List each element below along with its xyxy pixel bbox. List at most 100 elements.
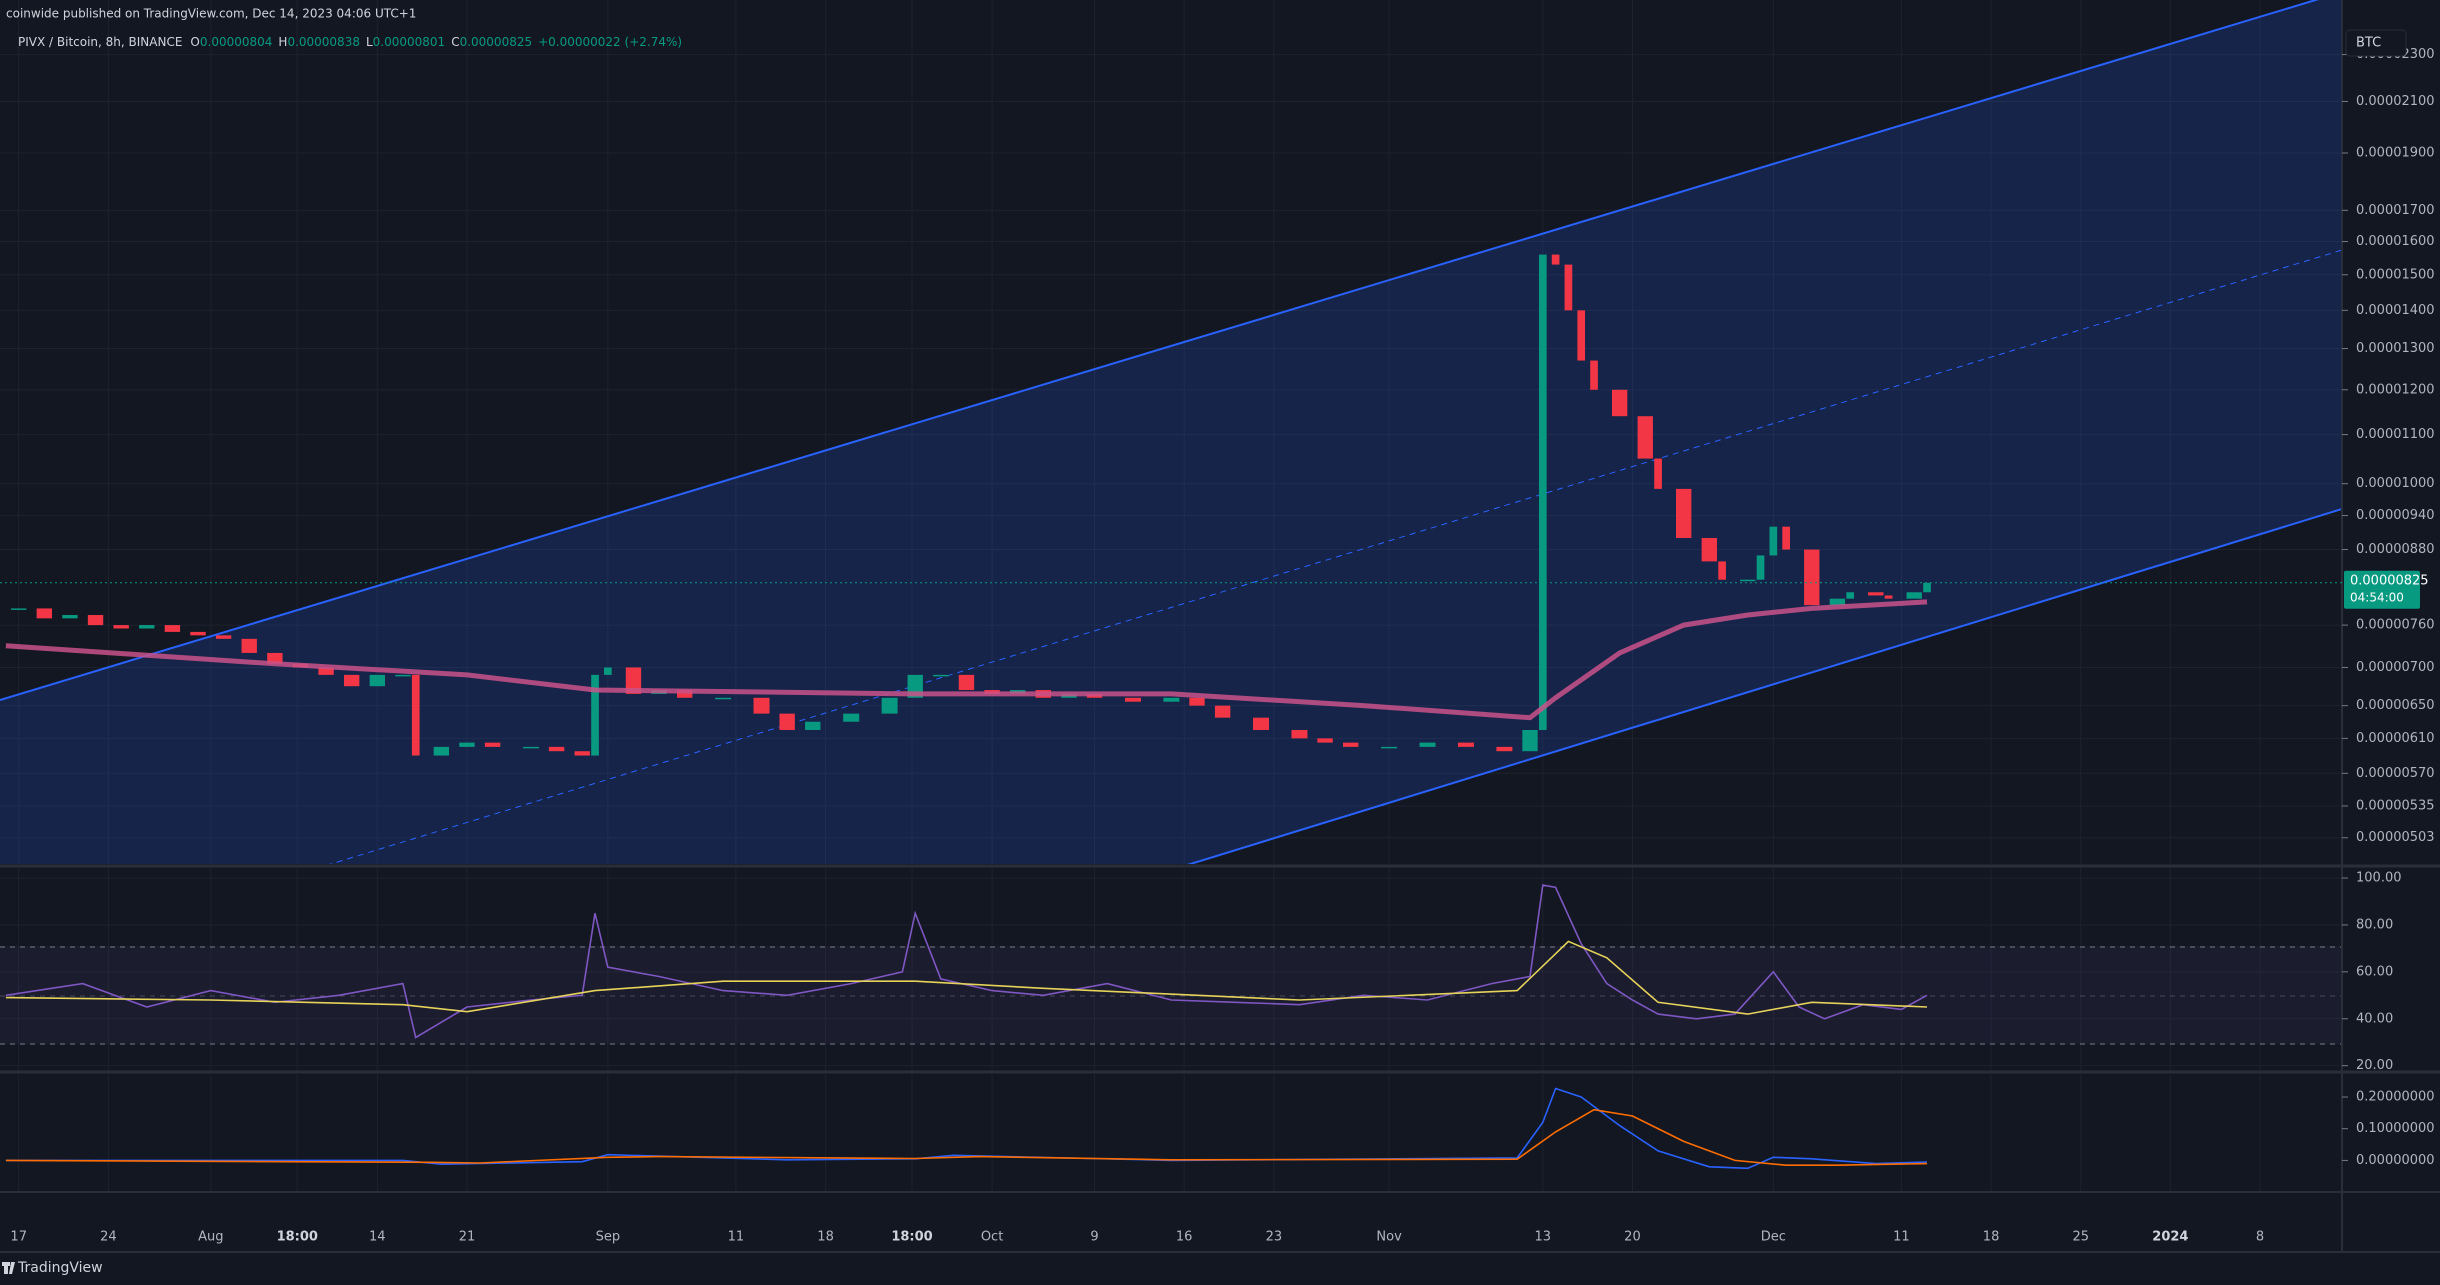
candle [1923,582,1931,593]
price-tag [2344,570,2420,609]
candle [1884,595,1893,599]
ohlc-key: C [451,35,459,49]
candle [677,690,693,698]
candle [344,674,360,687]
candle [1381,746,1398,749]
candle [164,625,181,632]
x-tick-label: 25 [2072,1230,2089,1245]
candle [1611,389,1628,417]
brand-logo [2,1262,15,1274]
x-tick-label: Dec [1761,1230,1786,1245]
ohlc-key: H [278,35,287,49]
y-tick-label: 0.00000535 [2356,798,2435,813]
y-tick-label: 0.00000760 [2356,618,2435,633]
y-tick-label: 0.00000000 [2356,1153,2435,1168]
y-tick-label: 0.00001200 [2356,382,2435,397]
symbol: PIVX / Bitcoin, 8h, BINANCE [18,35,182,49]
candle [1590,360,1598,390]
candle [11,608,27,610]
candle [625,667,642,694]
candle [1637,416,1653,459]
x-tick-label: Nov [1376,1230,1402,1245]
ohlc-value: 0.00000801 [373,35,446,49]
x-tick-label: 23 [1266,1230,1283,1245]
candle [1317,738,1333,743]
candle [484,742,501,747]
rsi-band [0,946,2342,1044]
y-tick-label: 0.10000000 [2356,1121,2435,1136]
candle [36,608,52,619]
x-tick-label: 16 [1176,1230,1193,1245]
x-tick-label: Oct [981,1230,1003,1245]
channel-lower [1187,508,2342,864]
candle [1564,264,1573,311]
x-tick-label: 18:00 [277,1230,318,1245]
candle [1756,555,1765,580]
candle [87,615,104,626]
candle [1522,729,1538,752]
candle [591,674,599,756]
price-tag-value: 0.00000825 [2350,573,2429,588]
candle [1291,729,1308,739]
currency[interactable]: BTC [2356,36,2381,51]
candle [369,674,385,687]
y-tick-label: 0.00000503 [2356,830,2435,845]
ohlc-key: L [366,35,373,49]
candle [1782,526,1790,550]
x-tick-label: 13 [1535,1230,1552,1245]
candle [1163,697,1180,702]
symbol-legend: PIVX / Bitcoin, 8h, BINANCE O0.00000804 H 0… [18,35,682,49]
candle [1701,537,1717,562]
y-tick-label: 100.00 [2356,871,2402,886]
x-tick-label: 2024 [2152,1230,2188,1245]
y-tick-label: 0.00002100 [2356,94,2435,109]
x-tick-label: 17 [10,1230,27,1245]
candle [1189,697,1205,706]
candle [1577,310,1586,361]
indicator-line [5,940,1928,1015]
y-tick-label: 0.20000000 [2356,1090,2435,1105]
y-tick-label: 0.00000700 [2356,660,2435,675]
candle [843,713,860,722]
x-tick-label: 9 [1090,1230,1098,1245]
x-tick-label: 11 [1893,1230,1910,1245]
y-tick-label: 40.00 [2356,1011,2393,1026]
candle [241,638,257,653]
candle [1551,254,1560,265]
candle [1214,705,1231,718]
candle [215,635,232,639]
ohlc-key: O [190,35,199,49]
candle [267,652,283,664]
y-tick-label: 0.00000940 [2356,508,2435,523]
channel-fill [0,0,2342,864]
candle [1253,717,1270,730]
y-tick-label: 0.00001900 [2356,146,2435,161]
y-tick-label: 80.00 [2356,917,2393,932]
change: +0.00000022 (+2.74%) [538,35,682,49]
x-tick-label: Sep [596,1230,621,1245]
candle [1343,742,1359,747]
published: coinwide published on TradingView.com, D… [6,7,416,21]
x-tick-label: 18:00 [891,1230,932,1245]
x-tick-label: 18 [817,1230,834,1245]
ohlc-value: 0.00000804 [200,35,273,49]
moving-average [5,599,1928,721]
x-tick-label: 21 [459,1230,476,1245]
x-tick-label: 20 [1624,1230,1641,1245]
currency-button[interactable] [2345,29,2407,57]
candle [958,674,975,691]
candle [1868,592,1884,596]
x-tick-label: 14 [369,1230,386,1245]
y-tick-label: 0.00001600 [2356,234,2435,249]
y-tick-label: 0.00001700 [2356,203,2435,218]
marks [0,254,2342,1170]
candle [574,751,590,756]
candle [1538,254,1547,730]
y-tick-label: 0.00001300 [2356,341,2435,356]
y-tick-label: 0.00001000 [2356,476,2435,491]
candle [411,674,420,756]
channel-mid [329,249,2342,864]
candle [395,674,411,677]
candle [523,746,540,749]
candle [1906,592,1922,599]
